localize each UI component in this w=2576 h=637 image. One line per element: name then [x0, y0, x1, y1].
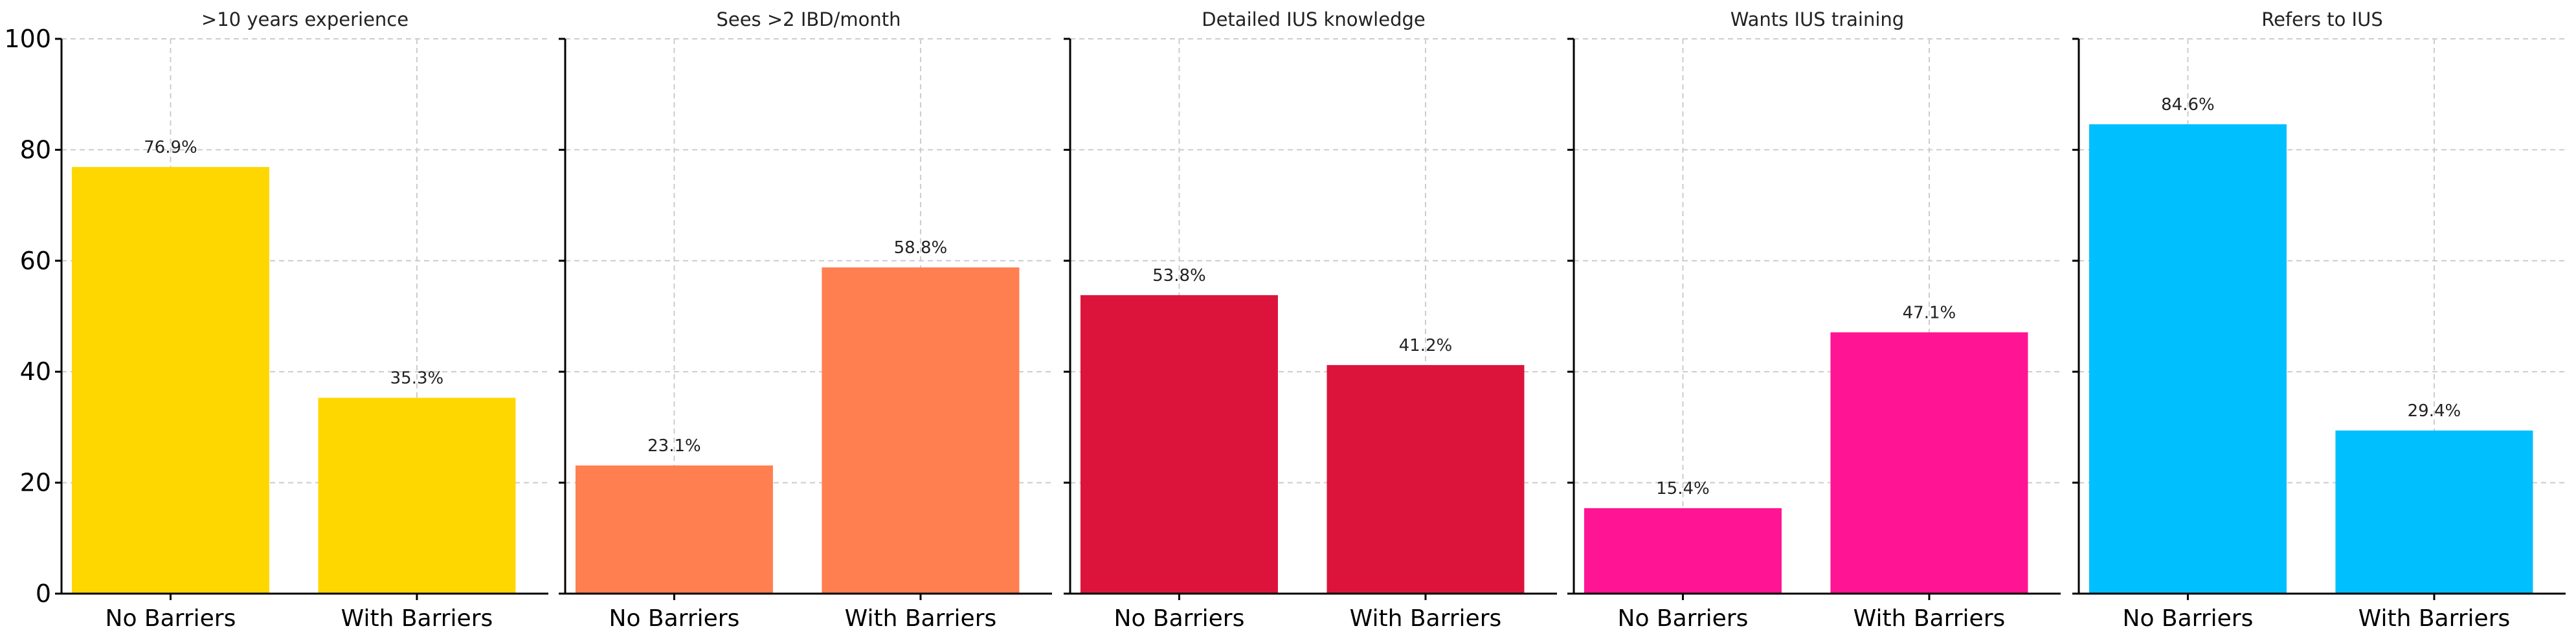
- bar-no-barriers: [1584, 508, 1782, 594]
- x-tick-label: No Barriers: [2123, 605, 2254, 632]
- x-tick-label: With Barriers: [2358, 605, 2511, 632]
- x-tick-label: No Barriers: [1114, 605, 1245, 632]
- bar-with-barriers: [1327, 364, 1525, 594]
- y-tick-label: 100: [4, 25, 51, 53]
- chart-panel-3: 53.8% 41.2% No Barriers With Barriers Detail…: [1064, 8, 1557, 632]
- x-tick-label: No Barriers: [106, 605, 236, 632]
- bar-no-barriers: [1080, 295, 1278, 594]
- panel-title: Detailed IUS knowledge: [1202, 8, 1426, 30]
- chart-panel-2: 23.1% 58.8% No Barriers With Barriers Sees >…: [559, 8, 1052, 632]
- data-label: 76.9%: [144, 138, 197, 157]
- x-tick-label: With Barriers: [845, 605, 997, 632]
- data-label: 53.8%: [1152, 266, 1206, 285]
- data-label: 58.8%: [894, 238, 948, 258]
- x-tick-label: With Barriers: [1854, 605, 2006, 632]
- bar-with-barriers: [1830, 332, 2028, 594]
- bar-no-barriers: [2089, 124, 2287, 594]
- data-label: 84.6%: [2161, 95, 2215, 115]
- x-tick-label: With Barriers: [341, 605, 493, 632]
- data-label: 29.4%: [2408, 401, 2461, 421]
- panel-title: >10 years experience: [201, 8, 409, 30]
- bar-no-barriers: [575, 465, 773, 594]
- y-tick-label: 60: [20, 247, 51, 275]
- chart-panel-5: 84.6% 29.4% No Barriers With Barriers Refers…: [2072, 8, 2566, 632]
- bar-with-barriers: [2335, 430, 2533, 594]
- data-label: 41.2%: [1399, 336, 1453, 355]
- x-tick-label: No Barriers: [609, 605, 740, 632]
- y-tick-label: 20: [20, 469, 51, 497]
- data-label: 23.1%: [647, 436, 701, 456]
- x-tick-label: With Barriers: [1350, 605, 1502, 632]
- chart-panel-1: 76.9% 35.3% 0 20 40 60 80 100 No Barriers With Ba…: [4, 8, 548, 632]
- panel-title: Wants IUS training: [1730, 8, 1904, 30]
- bar-no-barriers: [71, 166, 269, 594]
- y-tick-label: 40: [20, 357, 51, 386]
- data-label: 15.4%: [1656, 479, 1710, 498]
- data-label: 47.1%: [1903, 303, 1956, 322]
- panel-title: Refers to IUS: [2261, 8, 2383, 30]
- y-tick-label: 80: [20, 135, 51, 164]
- data-label: 35.3%: [390, 368, 444, 388]
- y-tick-label: 0: [36, 579, 51, 608]
- panel-title: Sees >2 IBD/month: [716, 8, 901, 30]
- bar-with-barriers: [822, 267, 1020, 594]
- bar-with-barriers: [318, 397, 516, 594]
- chart-panel-4: 15.4% 47.1% No Barriers With Barriers Wants …: [1567, 8, 2061, 632]
- x-tick-label: No Barriers: [1618, 605, 1749, 632]
